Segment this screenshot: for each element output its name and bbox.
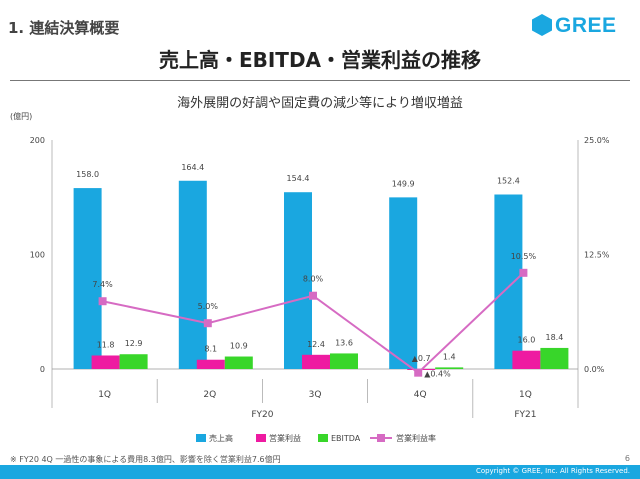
x-group-label: FY21 [514,410,536,420]
bar-value-label: 149.9 [392,179,415,188]
x-tick-label: 4Q [414,390,427,400]
bar-revenue [73,188,102,369]
bar-value-label: 12.9 [125,339,143,348]
page-subtitle: 海外展開の好調や固定費の減少等により増収増益 [177,96,463,111]
legend-swatch [256,434,266,442]
bar-op-income [512,350,541,369]
bar-revenue [284,192,312,369]
margin-point [98,297,107,306]
bar-op-income [91,355,120,369]
bar-value-label: 18.4 [545,333,563,342]
copyright: Copyright © GREE, Inc. All Rights Reserv… [475,467,630,475]
footnote: ※ FY20 4Q 一過性の事象による費用8.3億円、影響を除く営業利益7.6億… [10,455,281,464]
bar-ebitda [540,347,569,369]
y-tick-label: 0 [40,365,45,374]
footer-bar [0,465,640,479]
margin-value-label: ▲0.4% [424,370,451,379]
x-group-label: FY20 [251,410,273,420]
margin-point [309,291,317,300]
legend-label: 営業利益率 [396,433,436,443]
bar-revenue [389,197,418,369]
logo-text: GREE [555,14,617,37]
bar-ebitda [119,354,148,369]
bar-revenue [494,194,523,369]
y-tick-label: 100 [30,251,45,260]
x-tick-label: 1Q [519,390,532,400]
margin-point [519,268,528,277]
legend-label: EBITDA [331,434,361,443]
legend-swatch [196,434,206,442]
section-title: 1. 連結決算概要 [8,19,120,37]
page-title: 売上高・EBITDA・営業利益の推移 [158,48,482,72]
unit-label: (億円) [10,112,33,121]
x-tick-label: 1Q [98,390,111,400]
hexagon-logo-icon [532,14,552,36]
page-number: 6 [624,454,630,463]
bar-revenue [178,180,207,369]
bar-ebitda [330,353,358,369]
margin-value-label: 5.0% [198,302,219,311]
revenue-chart: 200 100 0 25.0% 12.5% 0.0% 1Q 2Q 3Q 4Q 1Q FY20 FY21 1… [30,136,610,443]
bar-value-label: 8.1 [204,345,217,354]
x-tick-label: 2Q [203,390,216,400]
margin-value-label: 7.4% [92,280,113,289]
bar-value-label: 11.8 [97,340,115,349]
bar-ebitda [224,356,253,369]
y-tick-label: 200 [30,136,45,145]
bar-value-label: 10.9 [230,342,248,351]
bar-value-label: 154.4 [287,174,310,183]
bar-op-income [196,359,225,369]
legend-label: 営業利益 [269,433,301,443]
bar-value-label: ▲0.7 [412,354,431,363]
margin-value-label: 8.0% [303,275,324,284]
bar-ebitda [435,367,464,369]
margin-point [203,319,212,328]
bar-value-label: 12.4 [307,340,325,349]
bar-value-label: 16.0 [517,336,535,345]
bar-value-label: 158.0 [76,170,99,179]
legend-marker [377,434,385,442]
legend-swatch [318,434,328,442]
legend-label: 売上高 [209,433,233,443]
bar-value-label: 152.4 [497,177,520,186]
bar-value-label: 13.6 [335,338,353,347]
bar-op-income [302,354,330,369]
x-tick-label: 3Q [309,390,322,400]
y2-tick-label: 25.0% [584,136,610,145]
margin-value-label: 10.5% [511,252,537,261]
y2-tick-label: 12.5% [584,251,610,260]
title-divider [10,80,630,81]
gree-logo: GREE [531,13,633,39]
bar-value-label: 164.4 [181,163,204,172]
y2-tick-label: 0.0% [584,365,605,374]
margin-point [414,368,423,377]
bar-value-label: 1.4 [443,352,456,361]
